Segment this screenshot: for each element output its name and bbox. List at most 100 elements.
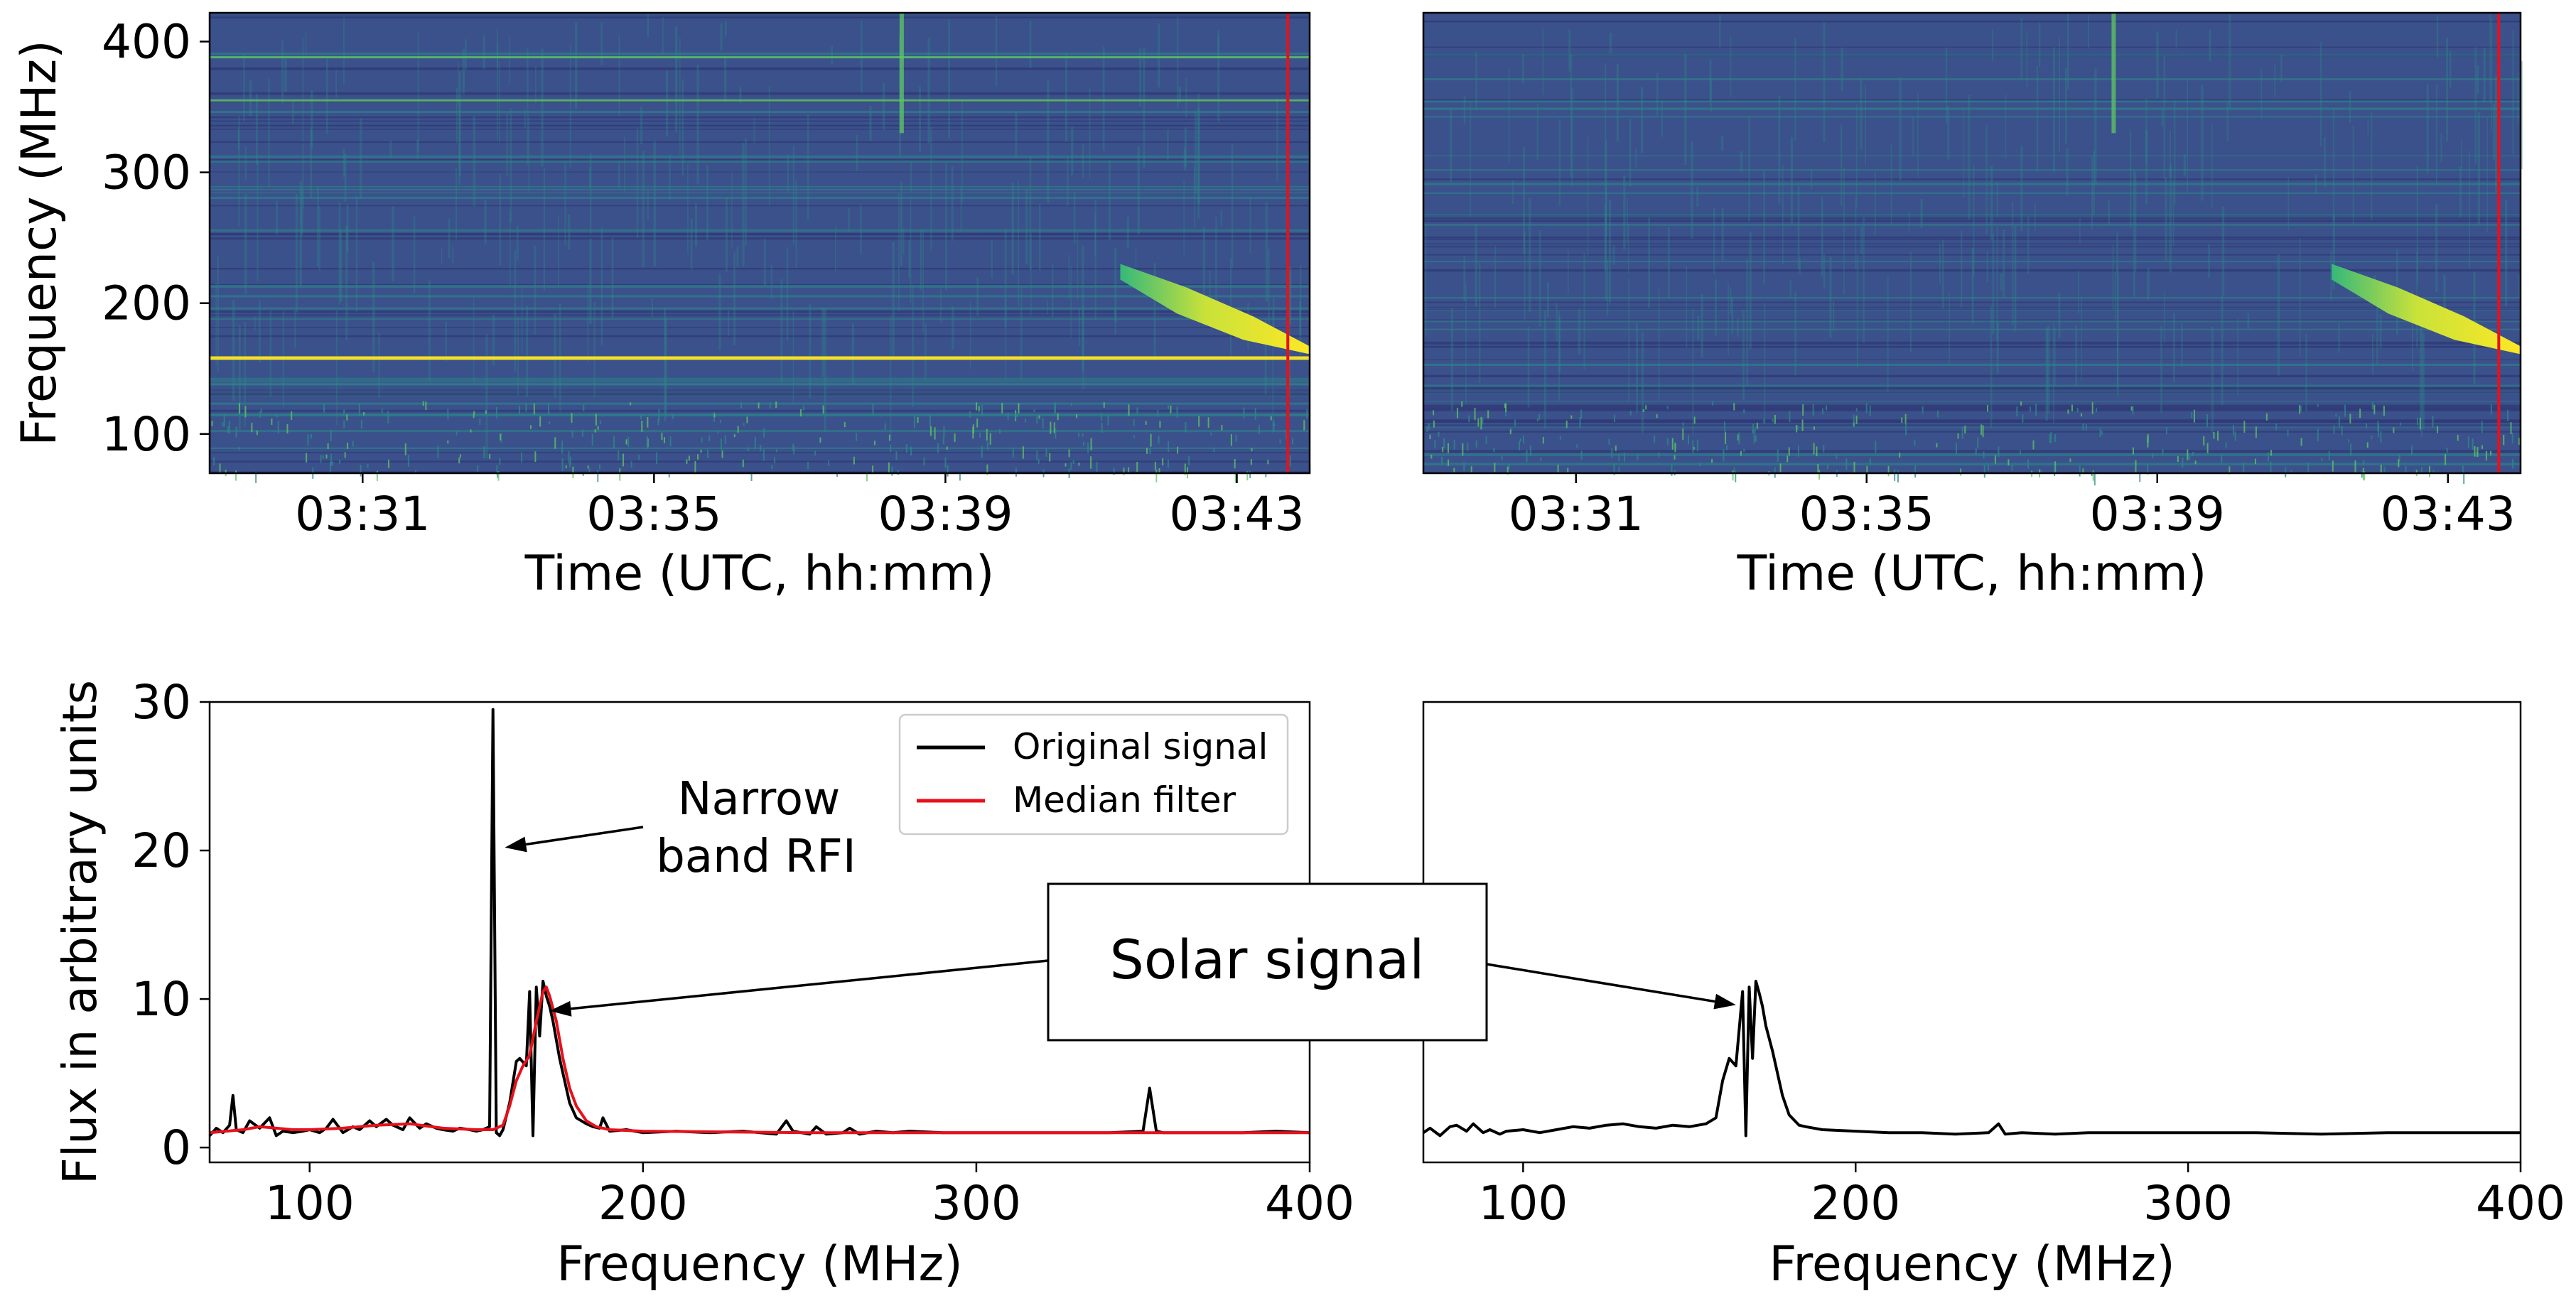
texture-speckle bbox=[2101, 431, 2103, 435]
texture-speckle bbox=[1024, 418, 1026, 423]
texture-streak bbox=[920, 229, 922, 291]
texture-speckle bbox=[754, 436, 756, 450]
texture-speckle bbox=[2099, 428, 2101, 438]
texture-speckle bbox=[1674, 443, 1676, 453]
texture-streak bbox=[510, 209, 511, 289]
texture-band bbox=[1423, 54, 2521, 56]
texture-speckle bbox=[1698, 463, 1701, 467]
texture-streak bbox=[1939, 243, 1941, 284]
texture-speckle bbox=[2067, 409, 2069, 414]
texture-speckle bbox=[1254, 408, 1256, 421]
texture-streak bbox=[2229, 13, 2231, 109]
texture-streak bbox=[706, 165, 708, 241]
texture-speckle bbox=[1036, 415, 1038, 424]
texture-streak bbox=[305, 31, 307, 55]
texture-streak bbox=[1568, 29, 1571, 72]
texture-speckle bbox=[2130, 406, 2133, 411]
texture-streak bbox=[1047, 300, 1048, 315]
texture-speckle bbox=[2182, 457, 2184, 468]
texture-speckle bbox=[2147, 464, 2149, 475]
texture-streak bbox=[506, 113, 508, 176]
texture-band bbox=[210, 460, 1310, 463]
texture-speckle bbox=[819, 437, 821, 443]
texture-speckle bbox=[917, 416, 919, 423]
texture-speckle bbox=[1207, 417, 1209, 428]
flux-plot-right: 100 200 300 400 Frequency (MHz) bbox=[1422, 701, 2565, 1292]
texture-streak bbox=[851, 323, 854, 385]
texture-streak bbox=[1135, 247, 1137, 267]
texture-streak bbox=[1272, 310, 1273, 434]
texture-streak bbox=[345, 225, 348, 340]
texture-speckle bbox=[1235, 434, 1237, 442]
x-tick-label: 300 bbox=[2143, 1176, 2233, 1231]
texture-speckle bbox=[222, 422, 224, 427]
texture-speckle bbox=[937, 443, 939, 453]
texture-speckle bbox=[1053, 422, 1055, 433]
texture-speckle bbox=[1462, 443, 1464, 456]
texture-streak bbox=[2112, 245, 2114, 310]
texture-speckle bbox=[1613, 463, 1615, 475]
texture-streak bbox=[243, 54, 245, 121]
texture-speckle bbox=[227, 426, 230, 433]
texture-streak bbox=[462, 48, 465, 94]
texture-streak bbox=[2091, 156, 2093, 229]
texture-speckle bbox=[658, 409, 660, 421]
texture-speckle bbox=[1988, 464, 1990, 471]
texture-speckle bbox=[1559, 436, 1561, 440]
texture-band bbox=[1423, 107, 2521, 110]
texture-streak bbox=[1015, 111, 1018, 158]
texture-band bbox=[210, 447, 1310, 450]
texture-streak bbox=[2221, 206, 2225, 296]
texture-streak bbox=[1749, 231, 1752, 350]
texture-speckle bbox=[2457, 434, 2459, 441]
texture-speckle bbox=[2233, 424, 2235, 436]
texture-speckle bbox=[447, 409, 449, 420]
texture-speckle bbox=[479, 418, 481, 425]
texture-speckle bbox=[581, 429, 583, 437]
texture-streak bbox=[724, 21, 727, 37]
texture-streak bbox=[1947, 106, 1950, 160]
texture-speckle bbox=[1286, 430, 1288, 440]
texture-speckle bbox=[1922, 406, 1924, 414]
texture-streak bbox=[1829, 256, 1832, 338]
texture-streak bbox=[2436, 14, 2439, 58]
texture-band bbox=[210, 188, 1310, 190]
texture-speckle bbox=[561, 441, 564, 453]
texture-streak bbox=[1992, 29, 1994, 62]
texture-speckle bbox=[1998, 446, 2000, 458]
texture-speckle bbox=[291, 411, 293, 421]
texture-streak bbox=[1465, 282, 1467, 404]
texture-speckle bbox=[529, 425, 532, 429]
texture-streak bbox=[2512, 30, 2514, 153]
texture-streak bbox=[1628, 278, 1630, 402]
texture-streak bbox=[445, 322, 447, 362]
texture-speckle bbox=[2373, 404, 2376, 415]
texture-speckle bbox=[1090, 456, 1092, 469]
texture-streak bbox=[335, 310, 338, 426]
texture-band bbox=[210, 67, 1310, 70]
texture-streak bbox=[763, 239, 766, 286]
texture-speckle bbox=[913, 416, 915, 428]
texture-speckle bbox=[1018, 403, 1020, 414]
texture-speckle bbox=[534, 451, 537, 463]
texture-streak bbox=[831, 45, 833, 65]
texture-streak bbox=[269, 310, 271, 397]
texture-speckle bbox=[499, 458, 501, 465]
texture-speckle bbox=[228, 421, 230, 433]
texture-speckle bbox=[1482, 417, 1484, 425]
texture-streak bbox=[1961, 230, 1963, 308]
texture-speckle bbox=[2472, 438, 2474, 450]
texture-streak bbox=[338, 202, 341, 305]
texture-speckle bbox=[640, 415, 642, 420]
flux-plot-right-x-ticks: 100 200 300 400 bbox=[1478, 1162, 2565, 1231]
texture-streak bbox=[1720, 135, 1724, 151]
texture-streak bbox=[1511, 180, 1514, 205]
texture-speckle bbox=[1494, 463, 1496, 472]
texture-speckle bbox=[947, 465, 949, 477]
texture-speckle bbox=[1243, 407, 1245, 418]
texture-speckle bbox=[2300, 405, 2302, 411]
texture-speckle bbox=[1567, 468, 1569, 472]
texture-streak bbox=[908, 240, 911, 279]
texture-speckle bbox=[1033, 409, 1035, 413]
